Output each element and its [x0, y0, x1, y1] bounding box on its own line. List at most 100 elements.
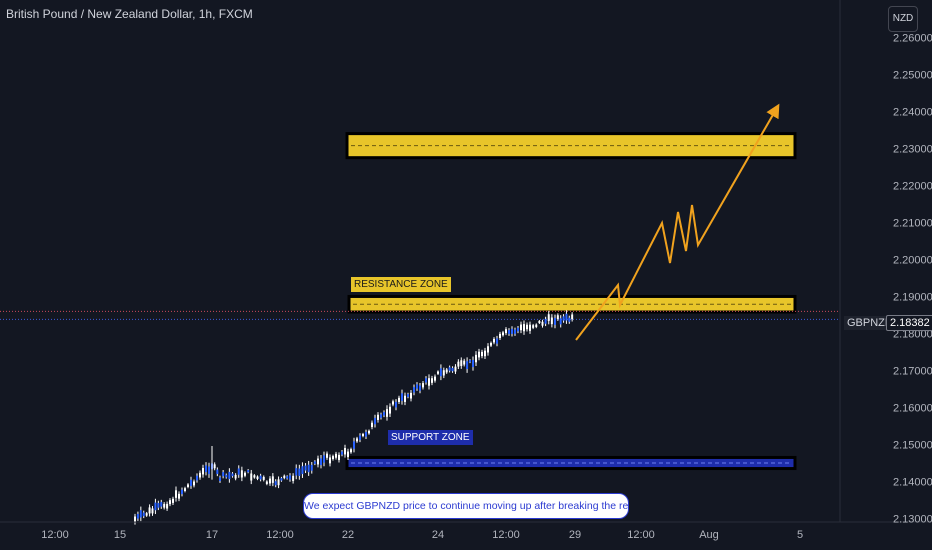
candle-body — [514, 329, 516, 334]
candle-body — [172, 498, 174, 503]
candle-body — [472, 360, 474, 368]
candle-body — [565, 313, 568, 321]
candle-body — [202, 467, 204, 475]
candle-body — [250, 473, 253, 481]
x-tick-label: 29 — [569, 529, 581, 541]
candle-body — [544, 319, 547, 324]
candle-body — [538, 320, 541, 323]
candle-body — [283, 475, 286, 479]
candle-body — [310, 464, 313, 471]
candle-body — [490, 342, 492, 346]
candle-body — [386, 409, 388, 417]
candle-body — [496, 338, 498, 344]
candle-body — [404, 395, 406, 402]
current-price-tag: 2.18382 — [886, 315, 932, 331]
candle-body — [338, 454, 340, 460]
y-tick-label: 2.16000 — [893, 402, 932, 414]
candle-body — [265, 481, 268, 484]
candle-body — [526, 324, 528, 330]
candle-body — [434, 376, 436, 381]
candle-body — [190, 479, 192, 486]
candle-body — [377, 414, 379, 420]
candle-body — [422, 383, 424, 388]
candle-body — [154, 502, 157, 511]
candle-body — [478, 351, 480, 358]
candle-body — [359, 435, 361, 440]
candle-body — [280, 478, 283, 481]
candle-body — [205, 465, 207, 473]
candle-body — [532, 325, 535, 328]
candle-body — [234, 474, 237, 479]
candle-body — [247, 470, 250, 473]
candle-body — [529, 324, 531, 331]
candle-body — [437, 371, 439, 374]
symbol-tag: GBPNZD — [844, 316, 896, 330]
candle-body — [407, 394, 409, 397]
candle-body — [178, 493, 180, 499]
candle-body — [556, 315, 559, 320]
candle-body — [439, 368, 442, 377]
candle-body — [317, 458, 319, 465]
candle-body — [166, 503, 169, 509]
candle-body — [389, 406, 391, 414]
x-tick-label: 22 — [342, 529, 354, 541]
candle-body — [442, 370, 445, 376]
candle-body — [463, 360, 466, 365]
x-tick-label: 12:00 — [627, 529, 655, 541]
currency-button[interactable]: NZD — [888, 6, 918, 32]
candle-body — [160, 502, 163, 507]
candle-body — [134, 516, 136, 522]
candle-body — [550, 317, 553, 325]
candle-body — [187, 484, 189, 487]
candle-body — [329, 457, 331, 464]
candle-body — [277, 479, 280, 486]
candle-body — [511, 328, 513, 334]
candle-body — [517, 327, 519, 332]
y-tick-label: 2.25000 — [893, 69, 932, 81]
candle-body — [256, 476, 259, 479]
candle-body — [262, 476, 265, 480]
candle-body — [271, 476, 274, 483]
candle-body — [571, 314, 574, 320]
candle-body — [398, 397, 400, 402]
candle-body — [208, 466, 210, 475]
candle-body — [142, 512, 145, 517]
candle-body — [196, 475, 198, 481]
candle-body — [554, 318, 556, 325]
y-tick-label: 2.22000 — [893, 180, 932, 192]
candle-body — [448, 367, 451, 371]
x-tick-label: 17 — [206, 529, 218, 541]
candle-body — [392, 401, 394, 405]
candle-body — [383, 412, 385, 416]
candle-body — [295, 468, 298, 476]
candle-body — [335, 453, 337, 458]
candle-body — [410, 392, 412, 399]
candle-body — [298, 468, 301, 476]
candle-body — [454, 366, 457, 372]
candle-body — [428, 378, 430, 386]
candle-body — [353, 441, 355, 449]
candle-body — [499, 333, 501, 339]
candle-body — [269, 478, 271, 484]
candle-body — [380, 414, 382, 418]
y-tick-label: 2.14000 — [893, 477, 932, 489]
candle-body — [475, 354, 477, 363]
candle-body — [231, 473, 234, 477]
candle-body — [508, 330, 510, 334]
x-tick-label: 12:00 — [41, 529, 69, 541]
candle-body — [419, 385, 421, 391]
candle-body — [274, 481, 277, 486]
candle-body — [237, 468, 240, 475]
candle-body — [289, 475, 291, 480]
y-tick-label: 2.15000 — [893, 440, 932, 452]
y-tick-label: 2.18000 — [893, 328, 932, 340]
x-tick-label: 12:00 — [266, 529, 294, 541]
forecast-arrow — [575, 103, 780, 341]
candle-body — [484, 350, 486, 357]
candle-body — [136, 513, 139, 519]
candle-body — [163, 503, 166, 508]
candle-body — [225, 474, 228, 478]
chart-title: British Pound / New Zealand Dollar, 1h, … — [6, 7, 253, 21]
candle-body — [193, 481, 195, 486]
